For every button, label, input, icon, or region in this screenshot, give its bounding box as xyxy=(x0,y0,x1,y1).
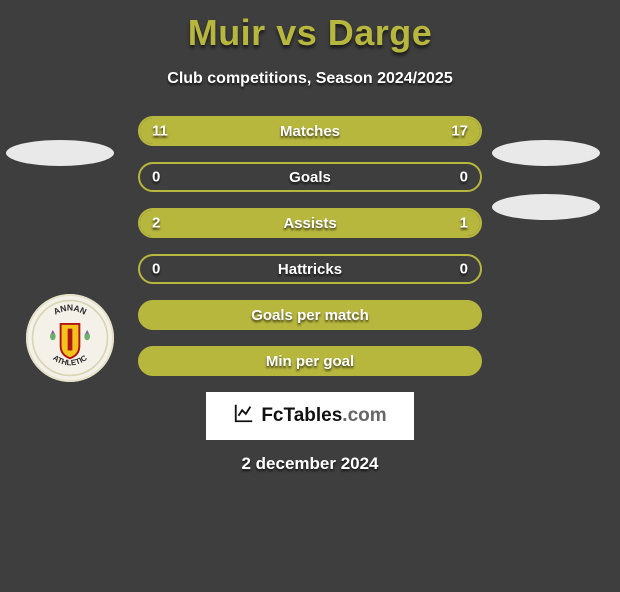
subtitle: Club competitions, Season 2024/2025 xyxy=(0,70,620,88)
stat-label: Goals xyxy=(140,169,480,186)
crest-svg: ANNAN ATHLETIC xyxy=(31,299,109,377)
stat-label: Matches xyxy=(140,123,480,140)
stats-area: ANNAN ATHLETIC 11Matches170Goals02Assist… xyxy=(0,116,620,376)
extra-bar-label: Min per goal xyxy=(140,353,480,370)
stat-bar: 11Matches17 xyxy=(138,116,482,146)
stat-bar: 0Goals0 xyxy=(138,162,482,192)
stat-value-right: 1 xyxy=(460,215,468,232)
stat-value-right: 0 xyxy=(460,261,468,278)
club-crest: ANNAN ATHLETIC xyxy=(26,294,114,382)
stat-value-right: 17 xyxy=(451,123,468,140)
stat-bar: 2Assists1 xyxy=(138,208,482,238)
player-oval xyxy=(492,194,600,220)
footer-brand: FcTables.com xyxy=(261,405,386,427)
extra-bar: Min per goal xyxy=(138,346,482,376)
stat-label: Hattricks xyxy=(140,261,480,278)
stat-value-right: 0 xyxy=(460,169,468,186)
extra-bar: Goals per match xyxy=(138,300,482,330)
chart-icon xyxy=(233,402,255,430)
stat-label: Assists xyxy=(140,215,480,232)
stat-bar: 0Hattricks0 xyxy=(138,254,482,284)
extra-bar-label: Goals per match xyxy=(140,307,480,324)
footer-logo[interactable]: FcTables.com xyxy=(206,392,414,440)
page-title: Muir vs Darge xyxy=(0,12,620,54)
date-label: 2 december 2024 xyxy=(0,454,620,474)
player-oval xyxy=(6,140,114,166)
player-oval xyxy=(492,140,600,166)
